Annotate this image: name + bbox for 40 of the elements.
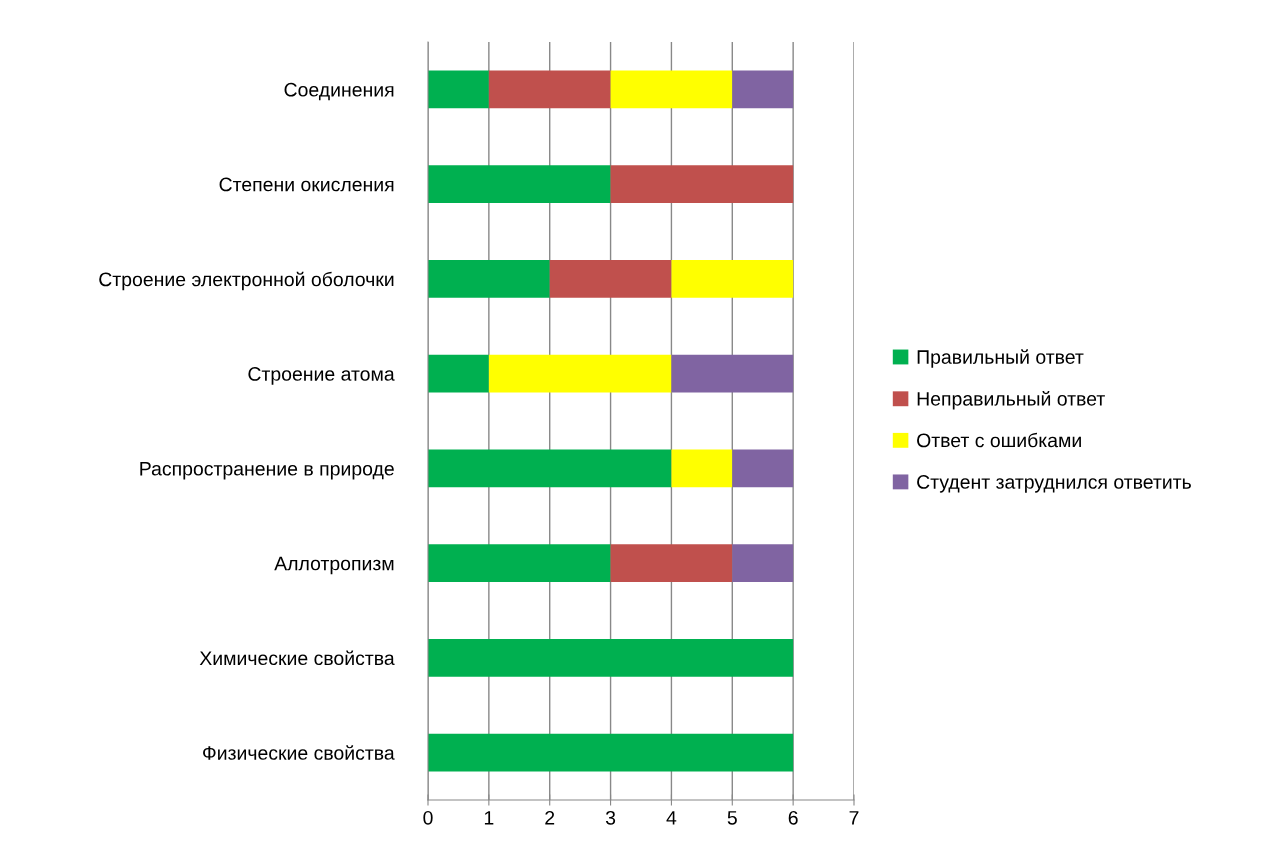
bar [671,354,794,393]
bar [732,70,794,109]
bar [488,354,672,393]
x-tick-label: 0 [423,810,433,825]
x-tick-label: 6 [788,810,798,825]
bar [428,259,550,298]
y-tick-label: Степени окисления [219,177,394,192]
x-tick-label: 4 [666,811,677,825]
bar [732,544,794,583]
legend-label: Правильный ответ [917,349,1084,368]
x-tick-label: 7 [849,811,859,825]
legend-label: Студент затруднился ответить [917,475,1191,493]
bar [428,70,489,109]
legend-label: Неправильный ответ [917,391,1105,410]
x-tick-label: 2 [545,810,555,825]
legend-label: Ответ с ошибками [917,432,1081,448]
bar [428,165,611,204]
y-tick-label: Соединения [284,82,394,101]
bar [488,70,611,109]
bar [671,259,794,298]
y-tick-label: Строение электронной оболочки [99,271,394,291]
bar [428,733,794,772]
y-tick-label: Физические свойства [203,745,395,760]
bar [610,544,733,583]
y-tick-label: Распространение в природе [140,462,394,480]
x-tick-label: 3 [605,810,616,825]
bar [671,449,733,488]
bar [610,70,733,109]
bar [428,544,611,583]
bar [610,165,794,204]
bar [428,638,794,677]
bar [428,354,489,393]
bar [549,259,672,298]
x-tick-label: 1 [484,811,494,825]
y-tick-label: Строение атома [248,367,395,385]
y-tick-label: Химические свойства [199,650,395,666]
x-tick-label: 5 [727,811,737,825]
y-tick-label: Аллотропизм [274,556,394,575]
bar [732,449,794,488]
bar [428,449,672,488]
